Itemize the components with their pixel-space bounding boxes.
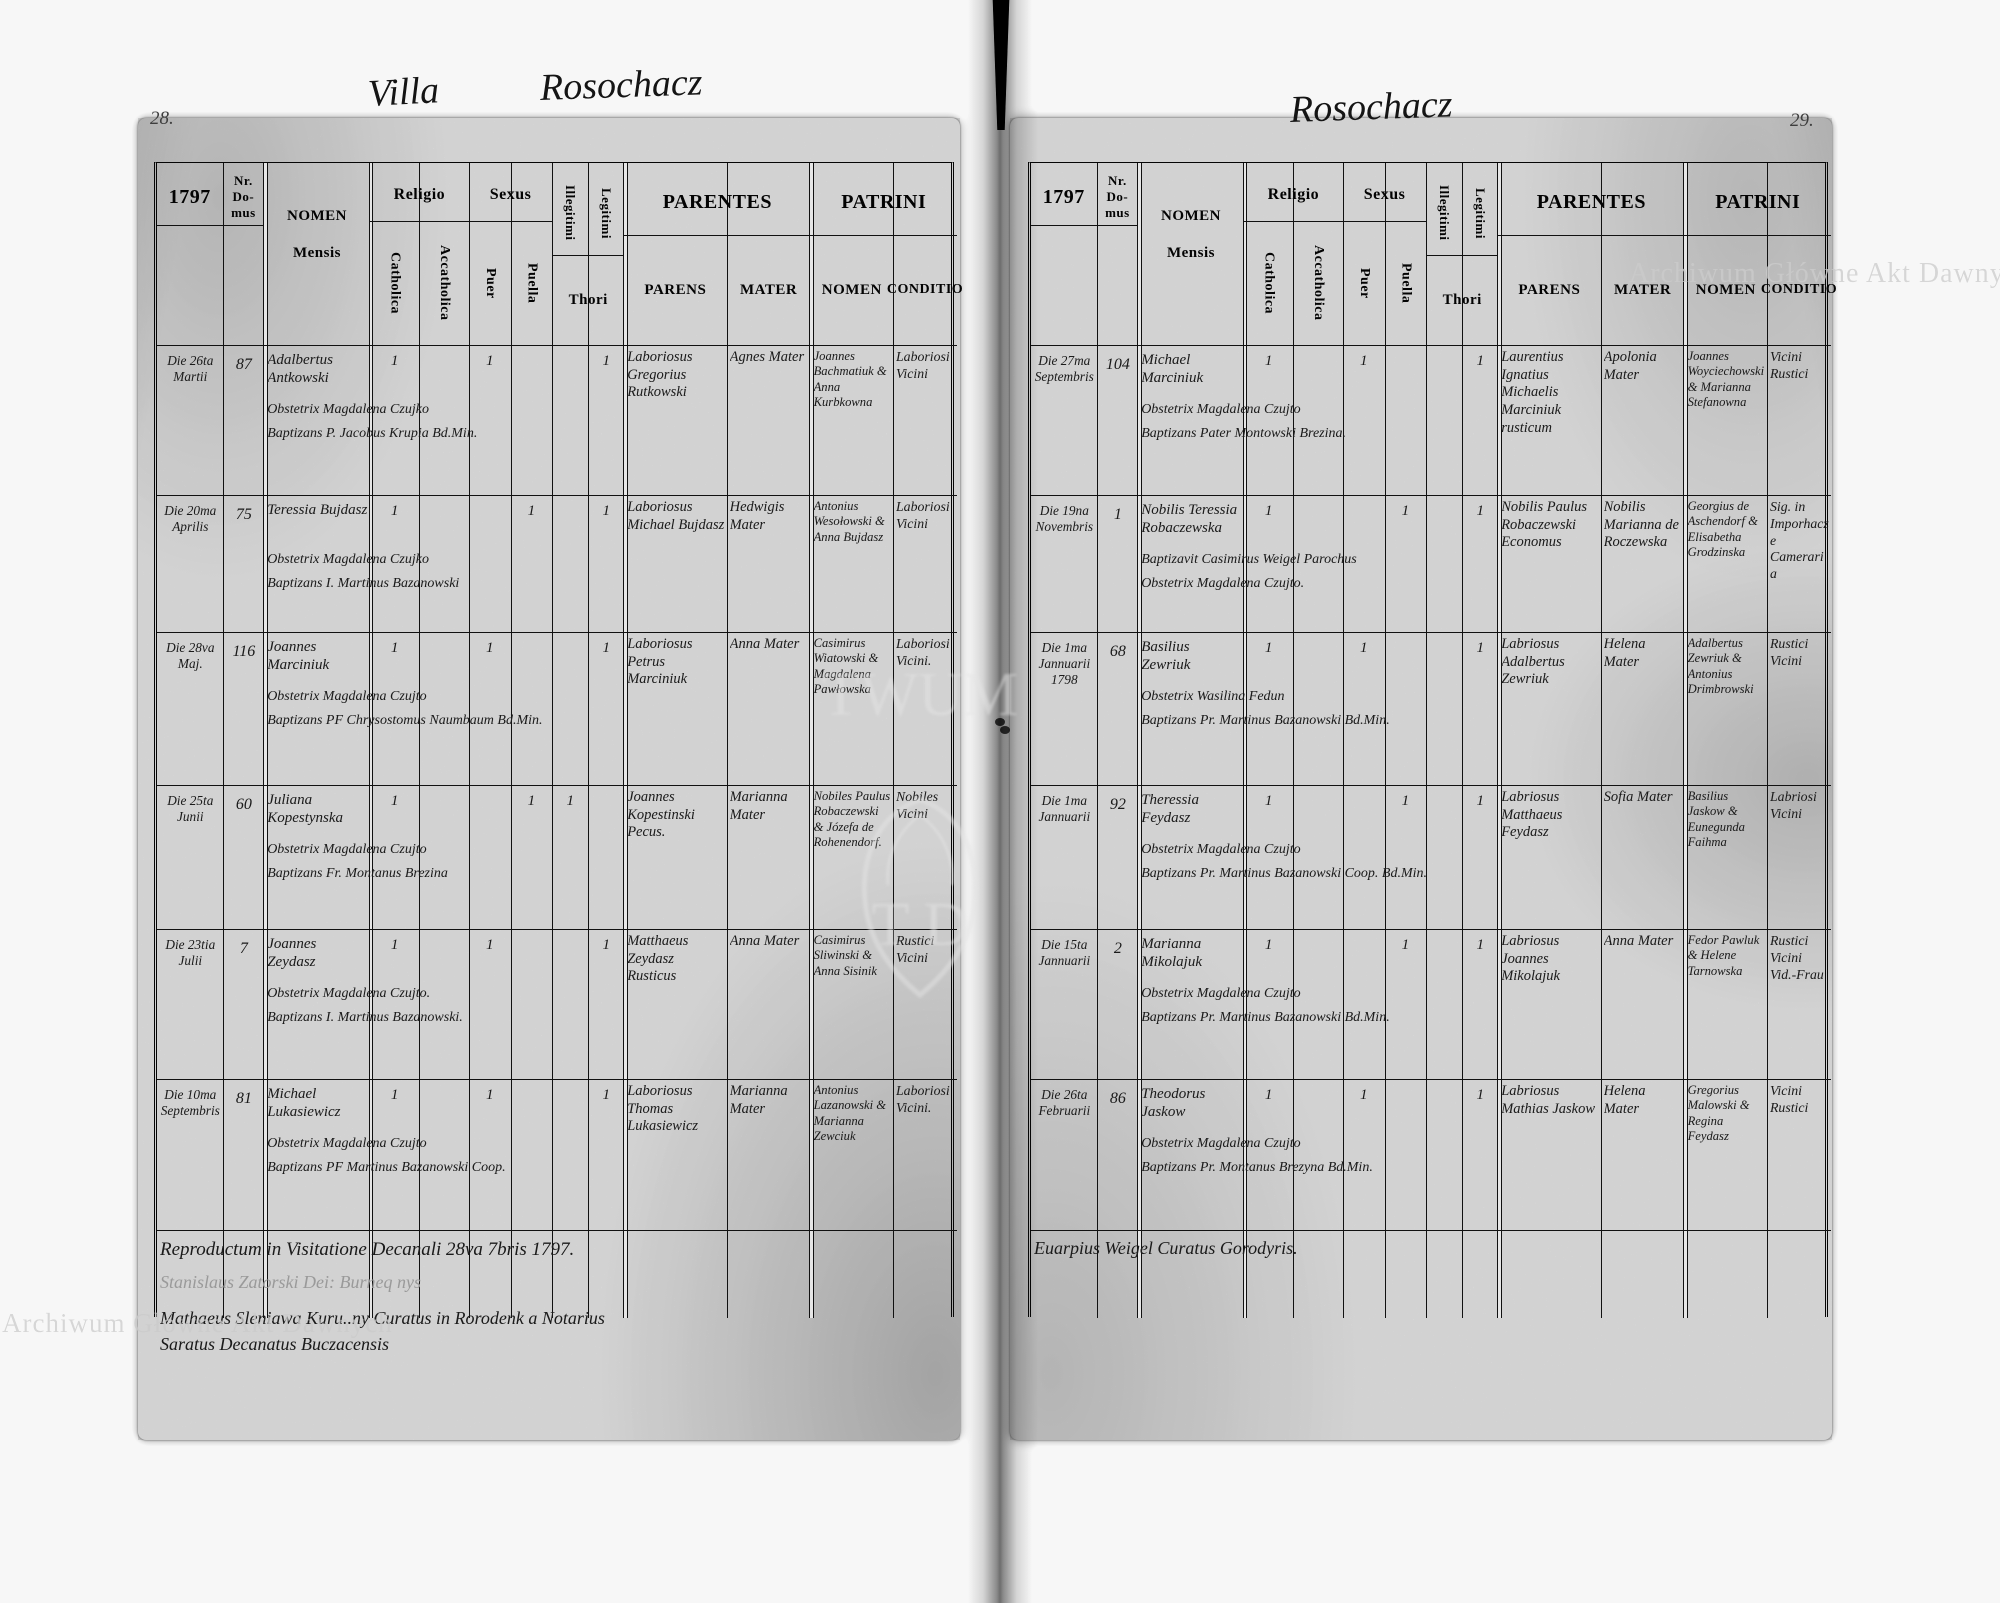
svg-text:T D: T D bbox=[871, 891, 968, 959]
svg-text:TWUM: TWUM bbox=[822, 661, 1018, 729]
